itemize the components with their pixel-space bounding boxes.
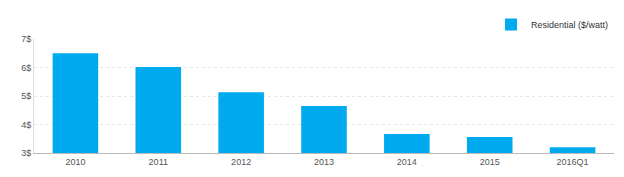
svg-text:2011: 2011 (149, 157, 168, 167)
svg-text:2016Q1: 2016Q1 (557, 157, 589, 167)
svg-text:3$: 3$ (21, 148, 31, 158)
svg-text:2010: 2010 (65, 157, 85, 167)
svg-text:4$: 4$ (21, 120, 31, 130)
svg-text:Residential ($/watt): Residential ($/watt) (531, 20, 608, 30)
svg-text:2013: 2013 (314, 157, 334, 167)
svg-text:2014: 2014 (397, 157, 417, 167)
svg-text:2012: 2012 (231, 157, 251, 167)
svg-text:2015: 2015 (480, 157, 500, 167)
svg-text:5$: 5$ (21, 91, 31, 101)
svg-text:7$: 7$ (21, 34, 31, 44)
svg-text:6$: 6$ (21, 63, 31, 73)
